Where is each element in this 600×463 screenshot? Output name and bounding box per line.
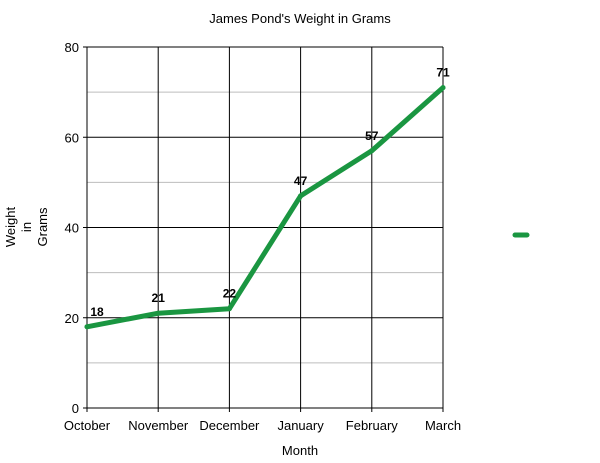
chart-title: James Pond's Weight in Grams [209,11,391,26]
x-tick-label: January [277,418,324,433]
y-axis-title: Weight in Grams [3,207,50,248]
x-tick-labels: October November December January February Ma… [64,418,461,433]
data-label: 57 [365,129,379,143]
data-label: 18 [90,305,104,319]
y-tick-labels: 0 20 40 60 80 [65,40,79,416]
x-axis-title: Month [282,443,318,458]
data-point [155,310,161,316]
data-label: 22 [223,287,237,301]
x-tick-label: December [199,418,260,433]
data-point [440,85,446,91]
grid [87,46,444,408]
data-label: 21 [152,291,166,305]
y-tick-label: 20 [65,311,79,326]
y-tick-label: 0 [72,401,79,416]
x-tick-label: March [425,418,461,433]
data-point [298,193,304,199]
data-label: 71 [436,66,450,80]
data-point [84,324,90,330]
x-tick-label: November [128,418,189,433]
data-point [226,306,232,312]
data-labels: 18 21 22 47 57 71 [90,66,450,319]
y-axis-title-line: Weight [3,207,18,248]
x-tick-label: October [64,418,111,433]
data-label: 47 [294,174,308,188]
y-tick-label: 80 [65,40,79,55]
y-tick-label: 40 [65,221,79,236]
x-tick-label: February [346,418,399,433]
series-line [84,85,446,330]
y-axis-title-line: in [19,222,34,232]
y-tick-label: 60 [65,130,79,145]
y-axis-title-line: Grams [35,207,50,247]
axes [83,46,444,412]
data-point [369,148,375,154]
series-layer [84,85,446,330]
